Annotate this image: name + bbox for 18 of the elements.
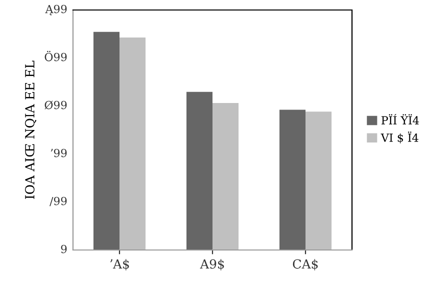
legend-label: VI $ Ï4 bbox=[380, 132, 418, 144]
text: Ø99 bbox=[44, 100, 67, 110]
bar bbox=[120, 37, 146, 250]
x-tick-label: ʼA$ bbox=[110, 259, 129, 270]
x-tick-label: CA$ bbox=[292, 259, 318, 270]
text: ʼ99 bbox=[50, 148, 67, 158]
x-tick-label: A9$ bbox=[200, 259, 224, 270]
bar bbox=[212, 102, 239, 250]
y-axis-title: IOA AIŒ NQIA EE EL bbox=[25, 60, 36, 199]
text: Ö99 bbox=[44, 50, 67, 62]
bar bbox=[279, 110, 306, 250]
text: 9 bbox=[61, 244, 67, 254]
bar bbox=[186, 92, 212, 250]
text: /99 bbox=[50, 196, 67, 206]
legend-label: PÏÍ ŸÏ4 bbox=[382, 114, 419, 124]
text: Ą99 bbox=[45, 4, 67, 16]
bar bbox=[306, 112, 332, 250]
bar bbox=[93, 32, 120, 250]
